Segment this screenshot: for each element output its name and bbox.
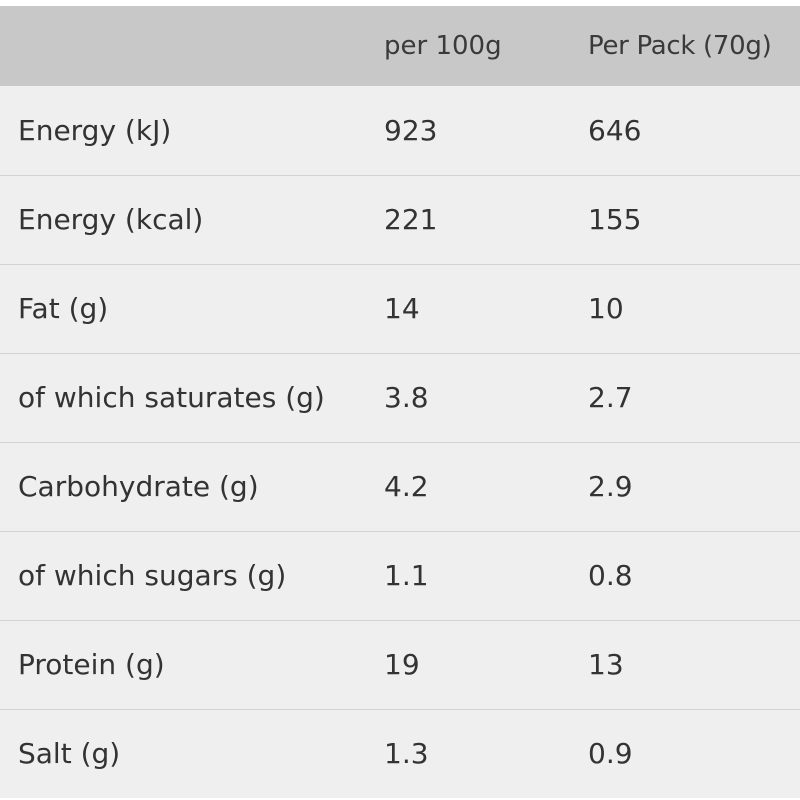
row-label: Protein (g) — [18, 648, 165, 681]
table-row-carbohydrate: Carbohydrate (g) 4.2 2.9 — [0, 442, 800, 531]
nutrition-table: per 100g Per Pack (70g) Energy (kJ) 923 … — [0, 6, 800, 798]
header-per-100g: per 100g — [384, 31, 502, 61]
row-per-pack-value: 0.8 — [588, 559, 633, 592]
row-label: of which saturates (g) — [18, 381, 325, 414]
table-row-fat: Fat (g) 14 10 — [0, 264, 800, 353]
table-row-energy-kj: Energy (kJ) 923 646 — [0, 86, 800, 175]
row-label: Energy (kcal) — [18, 203, 204, 236]
row-label: Energy (kJ) — [18, 113, 172, 147]
row-label: Salt (g) — [18, 737, 121, 771]
row-per-pack-value: 2.9 — [588, 470, 633, 503]
row-per-pack-value: 646 — [588, 113, 642, 147]
row-per-100g-value: 1.1 — [384, 559, 429, 592]
table-row-saturates: of which saturates (g) 3.8 2.7 — [0, 353, 800, 442]
header-nutrient — [0, 6, 384, 86]
row-per-pack-value: 155 — [588, 203, 642, 236]
row-label: of which sugars (g) — [18, 559, 287, 592]
row-per-100g-value: 1.3 — [384, 737, 429, 771]
table-row-protein: Protein (g) 19 13 — [0, 620, 800, 709]
table-row-sugars: of which sugars (g) 1.1 0.8 — [0, 531, 800, 620]
row-per-pack-value: 10 — [588, 292, 624, 325]
row-per-pack-value: 0.9 — [588, 737, 633, 771]
row-per-pack-value: 13 — [588, 648, 624, 681]
nutrition-table-container: per 100g Per Pack (70g) Energy (kJ) 923 … — [0, 6, 800, 798]
table-row-salt: Salt (g) 1.3 0.9 — [0, 709, 800, 798]
row-label: Carbohydrate (g) — [18, 470, 259, 503]
row-per-100g-value: 14 — [384, 292, 420, 325]
row-per-100g-value: 923 — [384, 113, 438, 147]
table-header-row: per 100g Per Pack (70g) — [0, 6, 800, 86]
header-per-pack: Per Pack (70g) — [588, 31, 772, 61]
row-per-pack-value: 2.7 — [588, 381, 633, 414]
row-per-100g-value: 221 — [384, 203, 438, 236]
table-row-energy-kcal: Energy (kcal) 221 155 — [0, 175, 800, 264]
row-label: Fat (g) — [18, 292, 109, 325]
row-per-100g-value: 3.8 — [384, 381, 429, 414]
row-per-100g-value: 4.2 — [384, 470, 429, 503]
row-per-100g-value: 19 — [384, 648, 420, 681]
